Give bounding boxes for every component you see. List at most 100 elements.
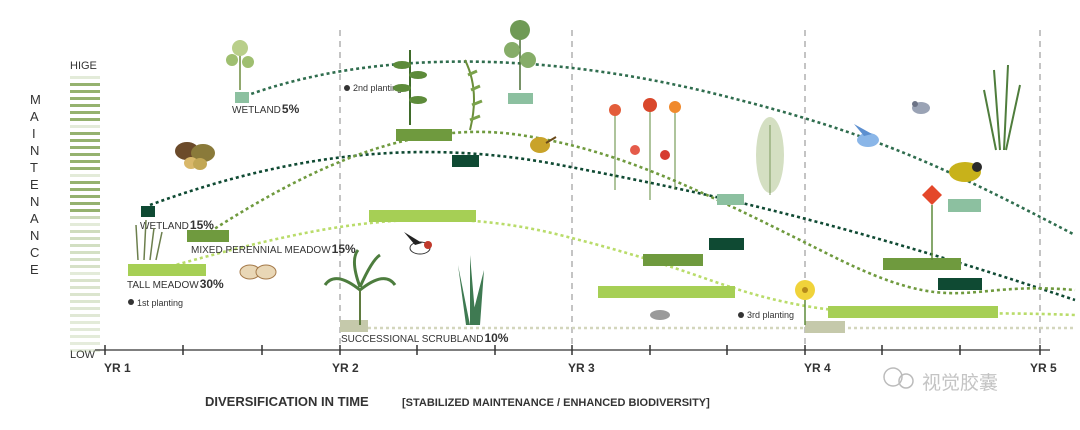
- series-label-scrubland: SUCCESSIONAL SCRUBLAND10%: [341, 331, 509, 345]
- maintenance-stripe: [70, 286, 100, 289]
- watermark-text: 视觉胶囊: [922, 372, 998, 394]
- agave-plant-icon: [458, 255, 484, 325]
- y-label-letter: N: [30, 228, 40, 243]
- block-mixed-meadow: [643, 254, 703, 266]
- maintenance-stripe: [70, 279, 100, 282]
- butterfly-icon: [239, 264, 277, 280]
- fern-icon: [464, 59, 483, 131]
- planting-label-2: 2nd planting: [353, 83, 402, 93]
- maintenance-stripe: [70, 139, 100, 142]
- x-tick-yr2: YR 2: [332, 361, 359, 375]
- series-label-wetland-5: WETLAND5%: [232, 102, 300, 116]
- wechat-icon: [898, 373, 914, 389]
- maintenance-stripe: [70, 195, 100, 198]
- block-tall-meadow: [128, 264, 206, 276]
- bird-icon: [912, 101, 930, 114]
- maintenance-stripe: [70, 293, 100, 296]
- maintenance-stripe: [70, 251, 100, 254]
- series-name: MIXED PERENNIAL MEADOW: [191, 245, 331, 256]
- block-wetland-15: [938, 278, 982, 290]
- wechat-icon: [883, 367, 903, 387]
- watermark: 视觉胶囊: [883, 367, 998, 394]
- maintenance-stripe: [70, 125, 100, 128]
- planting-label-1: 1st planting: [137, 298, 183, 308]
- palm-plant-icon: [323, 249, 397, 325]
- curve-mixed-meadow: [204, 130, 1076, 295]
- bird-icon: [530, 136, 557, 153]
- maintenance-stripe: [70, 237, 100, 240]
- y-label-letter: T: [30, 160, 39, 175]
- curve-wetland-15: [149, 150, 1076, 302]
- series-share: 5%: [282, 102, 300, 116]
- maintenance-stripe: [70, 342, 100, 345]
- maintenance-stripe: [70, 223, 100, 226]
- y-label-letter: A: [30, 109, 40, 124]
- diagram-subtitle: [STABILIZED MAINTENANCE / ENHANCED BIODI…: [402, 397, 710, 409]
- maintenance-stripe: [70, 160, 100, 163]
- planting-markers: 1st planting 2nd planting 3rd planting: [128, 83, 794, 320]
- planting-dot: [128, 299, 134, 305]
- maintenance-stripe: [70, 146, 100, 149]
- tree-icon: [504, 20, 536, 90]
- bird-icon: [949, 162, 982, 182]
- x-axis-ticks: [104, 345, 1041, 355]
- maintenance-stripe: [70, 216, 100, 219]
- planting-label-3: 3rd planting: [747, 310, 794, 320]
- x-tick-yr5: YR 5: [1030, 361, 1057, 375]
- y-label-letter: C: [30, 245, 40, 260]
- block-tall-meadow: [828, 306, 998, 318]
- maintenance-stripe: [70, 83, 100, 86]
- series-name: TALL MEADOW: [127, 280, 199, 291]
- maintenance-stripe: [70, 97, 100, 100]
- block-wetland-15: [709, 238, 744, 250]
- series-label-mixed-meadow: MIXED PERENNIAL MEADOW15%: [191, 242, 356, 256]
- series-name: SUCCESSIONAL SCRUBLAND: [341, 334, 483, 345]
- maintenance-stripe: [70, 244, 100, 247]
- maintenance-stripe: [70, 335, 100, 338]
- maintenance-stripe: [70, 265, 100, 268]
- y-axis-label: M A I N T E N A N C E: [30, 92, 42, 277]
- maintenance-stripe: [70, 230, 100, 233]
- planting-dot: [738, 312, 744, 318]
- plant-wetland-flower-icon: [226, 40, 254, 90]
- series-label-wetland-15: WETLAND15%: [140, 218, 214, 232]
- y-label-letter: N: [30, 194, 40, 209]
- maintenance-stripe: [70, 202, 100, 205]
- yellow-flower-icon: [795, 280, 815, 325]
- y-label-letter: M: [30, 92, 42, 107]
- tall-grass-icon: [983, 64, 1021, 151]
- series-labels: WETLAND5% WETLAND15% MIXED PERENNIAL MEA…: [127, 102, 509, 345]
- block-tall-meadow: [369, 210, 476, 222]
- timeline-blocks: [128, 92, 998, 333]
- block-mixed-meadow: [883, 258, 961, 270]
- maintenance-stripe: [70, 258, 100, 261]
- bird-icon: [404, 232, 432, 255]
- y-label-letter: E: [30, 262, 40, 277]
- maintenance-stripe: [70, 174, 100, 177]
- planting-dot: [344, 85, 350, 91]
- butterfly-icon: [175, 142, 215, 170]
- block-wetland-5: [235, 92, 249, 103]
- block-mixed-meadow: [187, 230, 229, 242]
- series-share: 15%: [332, 242, 356, 256]
- block-wetland-5: [717, 194, 744, 205]
- block-wetland-15: [452, 155, 479, 167]
- maintenance-stripe: [70, 300, 100, 303]
- maintenance-stripe: [70, 321, 100, 324]
- block-tall-meadow: [598, 286, 735, 298]
- bird-icon: [854, 124, 879, 147]
- block-wetland-5: [508, 93, 533, 104]
- series-label-tall-meadow: TALL MEADOW30%: [127, 277, 224, 291]
- y-label-letter: I: [32, 126, 37, 141]
- maintenance-stripe: [70, 167, 100, 170]
- maintenance-stripe: [70, 111, 100, 114]
- y-label-letter: A: [30, 211, 40, 226]
- maintenance-stripe: [70, 307, 100, 310]
- block-wetland-5: [948, 199, 981, 212]
- series-share: 10%: [484, 331, 508, 345]
- x-axis: YR 1 YR 2 YR 3 YR 4 YR 5: [95, 345, 1057, 375]
- maintenance-stripe: [70, 188, 100, 191]
- grass-clump-icon: [135, 219, 163, 261]
- x-tick-yr3: YR 3: [568, 361, 595, 375]
